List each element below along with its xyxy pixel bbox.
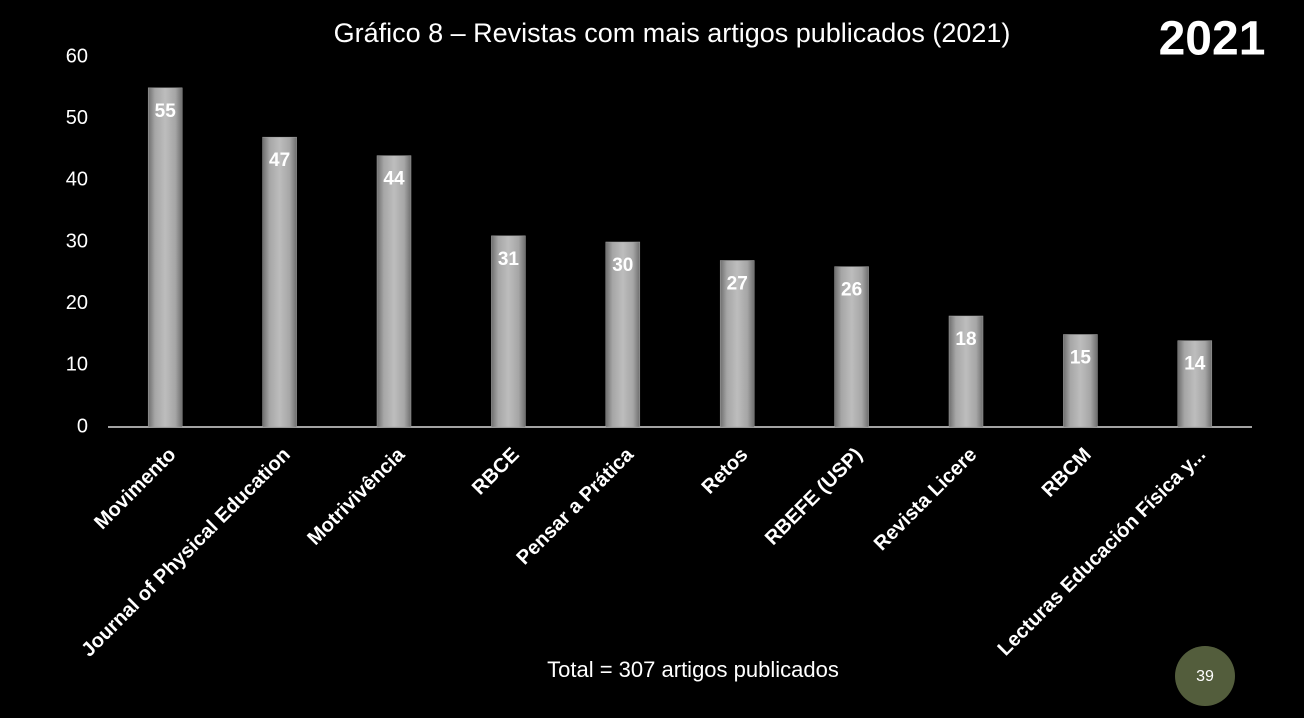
y-tick-label: 0	[77, 415, 88, 437]
y-tick-label: 60	[66, 45, 88, 67]
page-number-badge	[1175, 646, 1235, 706]
value-label: 18	[955, 329, 976, 350]
bar	[948, 315, 984, 428]
y-tick-label: 30	[66, 230, 88, 252]
bar	[1063, 334, 1098, 428]
bar	[491, 235, 526, 428]
chart-title: Gráfico 8 – Revistas com mais artigos pu…	[334, 18, 1011, 48]
value-label: 55	[155, 101, 177, 122]
y-tick-label: 20	[66, 292, 88, 314]
value-label: 44	[383, 169, 405, 190]
bar	[1177, 340, 1213, 428]
value-label: 30	[612, 255, 633, 276]
bar	[376, 155, 412, 428]
page-number: 39	[1196, 668, 1214, 685]
value-label: 31	[498, 249, 520, 270]
bar	[834, 266, 869, 428]
bar	[147, 87, 183, 428]
bar	[605, 241, 641, 428]
bar	[719, 260, 755, 428]
value-label: 47	[269, 150, 290, 171]
y-tick-label: 50	[66, 107, 88, 129]
value-label: 27	[727, 274, 748, 295]
footer-note: Total = 307 artigos publicados	[547, 657, 839, 682]
y-tick-label: 40	[66, 169, 88, 191]
value-label: 15	[1070, 348, 1092, 369]
year-badge: 2021	[1159, 13, 1266, 66]
y-tick-label: 10	[66, 354, 88, 376]
bar	[262, 136, 297, 428]
value-label: 14	[1184, 354, 1206, 375]
value-label: 26	[841, 280, 862, 301]
